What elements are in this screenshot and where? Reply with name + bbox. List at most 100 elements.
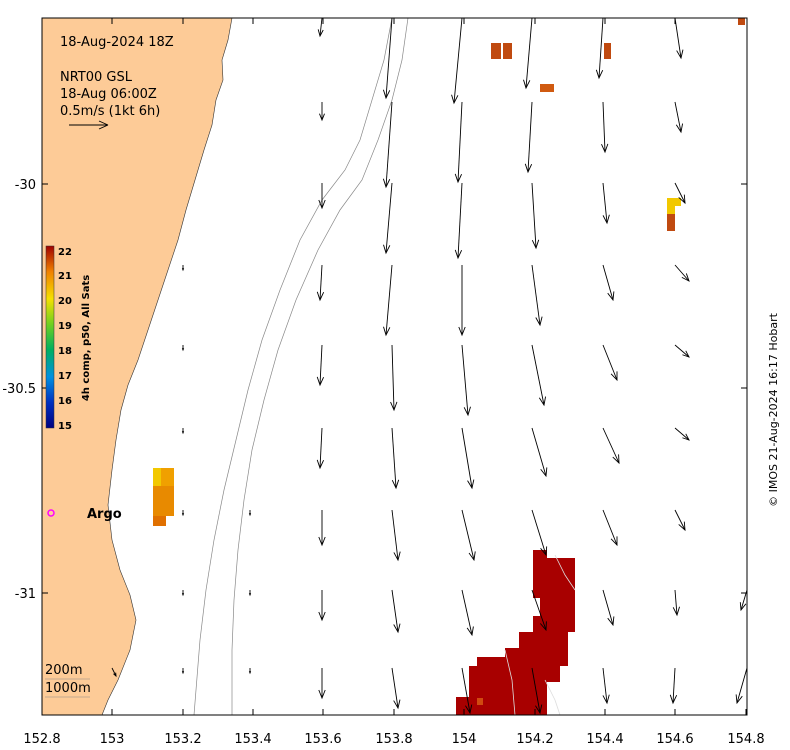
current-vector-head <box>468 551 476 562</box>
current-vector-head <box>669 694 678 705</box>
current-vector <box>461 344 469 416</box>
current-vector <box>457 182 463 259</box>
current-vector-head <box>463 406 471 417</box>
current-vector <box>461 509 475 561</box>
lon-tick-label: 154.2 <box>516 732 553 747</box>
current-vector-head <box>317 29 324 38</box>
lon-tick-label: 153.6 <box>304 732 341 747</box>
lon-tick-label: 154.4 <box>586 732 623 747</box>
map-annotations: 18-Aug-2024 18Z NRT00 GSL 18-Aug 06:00Z … <box>60 35 174 119</box>
current-vector-head <box>678 521 686 532</box>
product-label: NRT00 GSL <box>60 70 133 85</box>
current-vector-head <box>318 536 326 547</box>
current-vector <box>531 667 541 714</box>
current-vector <box>319 344 323 386</box>
current-vector <box>461 589 473 636</box>
current-vector <box>674 509 686 531</box>
current-vector <box>602 344 618 381</box>
sst-patch-warm-eddy <box>456 550 575 715</box>
lon-tick-labels: 152.8 153 153.2 153.4 153.6 153.8 154 15… <box>23 732 764 747</box>
sst-patch <box>161 468 174 486</box>
current-vector <box>385 182 393 254</box>
current-vector-head <box>391 479 400 490</box>
current-vector <box>602 427 620 464</box>
valid-time: 18-Aug 06:00Z <box>60 87 157 102</box>
scale-label: 0.5m/s (1kt 6h) <box>60 104 160 119</box>
contour-legend-1000m: 1000m <box>45 681 91 696</box>
current-vector <box>453 18 463 104</box>
current-vector-head <box>383 244 391 255</box>
current-vector <box>385 18 393 99</box>
sst-patch <box>540 84 554 92</box>
current-vector-head <box>316 459 325 470</box>
sst-patch <box>667 198 675 214</box>
eddy-contour <box>504 649 516 715</box>
current-vector-head <box>535 316 543 327</box>
current-vector-head <box>682 433 690 441</box>
sst-patch <box>675 198 681 206</box>
current-vector <box>602 264 614 301</box>
scale-arrow-icon <box>69 120 109 130</box>
current-vector <box>736 667 747 704</box>
colorbar-tick: 22 <box>58 247 72 258</box>
current-vector-head <box>248 513 252 517</box>
current-vector <box>391 509 399 561</box>
current-vector-head <box>318 689 326 700</box>
current-vector <box>602 509 618 546</box>
colorbar-tick: 20 <box>58 296 72 307</box>
current-vector-head <box>610 371 618 382</box>
current-vector-head <box>610 536 618 547</box>
current-vector <box>111 667 117 677</box>
current-vector <box>531 344 545 406</box>
sst-patch <box>477 698 483 705</box>
argo-float-marker <box>47 509 55 517</box>
current-vector-head <box>316 376 325 387</box>
argo-label: Argo <box>87 507 122 522</box>
current-vector <box>531 182 537 249</box>
colorbar-label: 4h comp, p50, All Sats <box>81 275 92 401</box>
current-vector-head <box>318 611 326 622</box>
current-vector-head <box>318 199 326 210</box>
current-vector-head <box>181 671 185 675</box>
map-title: 18-Aug-2024 18Z <box>60 35 174 50</box>
sst-patch <box>667 214 675 231</box>
current-vector <box>602 589 614 626</box>
current-vector-head <box>682 350 690 358</box>
lon-tick-label: 153.4 <box>234 732 271 747</box>
current-vector-head <box>531 239 540 250</box>
current-vector <box>674 264 690 282</box>
current-vector <box>461 667 471 714</box>
current-vector-head <box>539 621 547 632</box>
current-vector <box>527 101 533 173</box>
current-vector-head <box>181 513 185 517</box>
colorbar-tick: 21 <box>58 271 72 282</box>
current-vector <box>385 264 393 336</box>
current-vector-head <box>540 467 548 478</box>
current-vector-head <box>538 396 547 407</box>
current-vector <box>319 264 323 301</box>
lon-tick-label: 153.8 <box>375 732 412 747</box>
current-vector <box>602 101 606 153</box>
colorbar-tick: 16 <box>58 396 72 407</box>
sst-patch <box>604 43 611 59</box>
current-vector <box>319 427 323 469</box>
current-vector <box>531 509 547 556</box>
current-vector <box>391 427 397 489</box>
current-vector-head <box>319 113 325 122</box>
lon-tick-label: 153.2 <box>164 732 201 747</box>
current-vector-head <box>675 123 684 134</box>
current-vector-head <box>454 173 463 184</box>
current-vector-head <box>676 49 684 60</box>
current-vector-head <box>467 479 475 490</box>
current-vector-head <box>181 268 185 272</box>
current-vector <box>385 101 393 188</box>
sst-patches <box>153 18 745 715</box>
colorbar-tick: 18 <box>58 346 72 357</box>
current-vector <box>674 344 690 358</box>
current-vector <box>674 589 678 616</box>
sst-patch <box>491 43 501 59</box>
current-vector <box>461 427 473 489</box>
colorbar-tick: 19 <box>58 321 72 332</box>
current-vector <box>602 182 608 224</box>
